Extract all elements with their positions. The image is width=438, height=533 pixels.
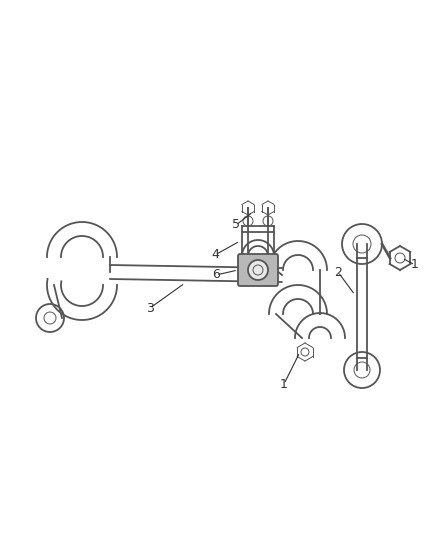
Text: 1: 1 <box>280 377 288 391</box>
Text: 2: 2 <box>334 265 342 279</box>
FancyBboxPatch shape <box>238 254 278 286</box>
Text: 6: 6 <box>212 269 220 281</box>
Text: 5: 5 <box>232 219 240 231</box>
Text: 3: 3 <box>146 302 154 314</box>
Text: 1: 1 <box>411 259 419 271</box>
Text: 4: 4 <box>211 248 219 262</box>
Circle shape <box>248 260 268 280</box>
